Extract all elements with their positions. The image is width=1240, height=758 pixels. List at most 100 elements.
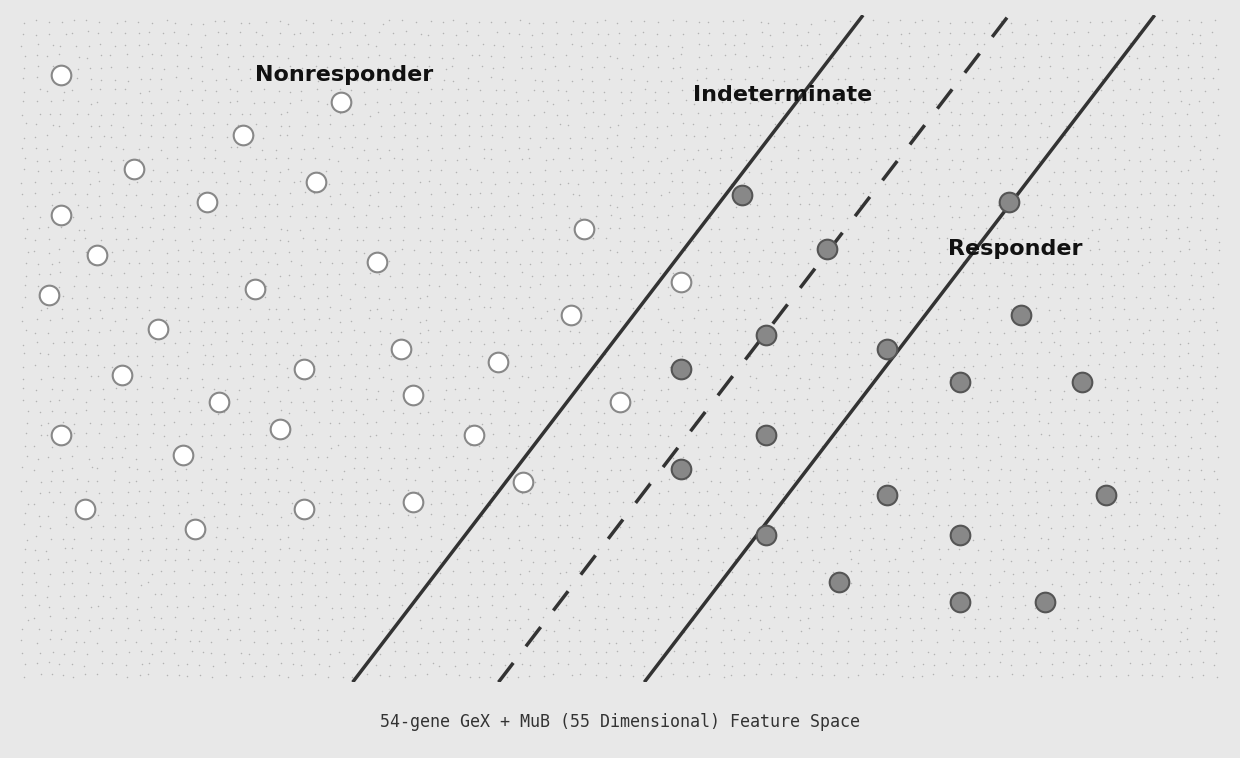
Point: [157, 257, 177, 269]
Point: [1126, 612, 1146, 625]
Point: [1002, 163, 1022, 175]
Point: [968, 62, 988, 74]
Point: [1004, 419, 1024, 431]
Point: [305, 394, 325, 406]
Point: [151, 588, 171, 600]
Point: [873, 37, 893, 49]
Point: [156, 440, 176, 452]
Point: [790, 129, 810, 141]
Point: [77, 361, 97, 373]
Point: [445, 130, 465, 142]
Point: [143, 474, 162, 486]
Point: [294, 280, 314, 292]
Point: [878, 232, 898, 244]
Point: [103, 108, 123, 120]
Point: [785, 246, 805, 258]
Point: [686, 645, 706, 657]
Point: [1002, 96, 1022, 108]
Point: [1168, 327, 1188, 339]
Point: [347, 234, 367, 246]
Point: [461, 201, 481, 213]
Point: [430, 566, 450, 578]
Point: [861, 255, 880, 267]
Point: [572, 142, 591, 154]
Point: [1106, 325, 1126, 337]
Point: [265, 565, 285, 578]
Point: [392, 343, 412, 355]
Point: [825, 510, 844, 522]
Point: [497, 256, 517, 268]
Point: [786, 382, 806, 394]
Point: [78, 324, 98, 337]
Point: [76, 440, 95, 452]
Point: [625, 29, 645, 41]
Point: [1145, 176, 1164, 188]
Point: [893, 164, 913, 177]
Point: [40, 246, 60, 258]
Point: [991, 612, 1011, 625]
Point: [51, 590, 71, 603]
Point: [252, 29, 272, 41]
Point: [469, 16, 489, 28]
Point: [153, 396, 172, 408]
Point: [873, 258, 893, 271]
Point: [661, 553, 681, 565]
Point: [560, 325, 580, 337]
Point: [510, 280, 529, 293]
Point: [651, 566, 671, 578]
Point: [1101, 578, 1121, 590]
Point: [877, 543, 897, 556]
Point: [1141, 96, 1161, 108]
Point: [764, 141, 784, 153]
Point: [1116, 372, 1136, 384]
Point: [968, 245, 988, 257]
Point: [129, 485, 149, 497]
Point: [1183, 303, 1203, 315]
Point: [658, 40, 678, 52]
Point: [241, 72, 260, 84]
Point: [207, 543, 227, 555]
Point: [41, 96, 61, 108]
Point: [1079, 95, 1099, 107]
Point: [532, 246, 552, 258]
Point: [281, 462, 301, 474]
Point: [522, 349, 542, 362]
Point: [1164, 430, 1184, 442]
Point: [1054, 384, 1074, 396]
Point: [978, 405, 998, 417]
Point: [1106, 201, 1126, 213]
Point: [1037, 453, 1056, 465]
Point: [270, 15, 290, 27]
Point: [547, 245, 567, 257]
Point: [366, 428, 386, 440]
Point: [30, 599, 50, 611]
Point: [279, 72, 299, 84]
Point: [632, 26, 652, 38]
Point: [976, 488, 996, 500]
Point: [992, 590, 1012, 602]
Point: [802, 347, 822, 359]
Point: [1016, 95, 1035, 107]
Point: [560, 361, 580, 373]
Point: [283, 658, 303, 670]
Point: [899, 40, 919, 52]
Point: [93, 362, 113, 374]
Point: [460, 336, 480, 348]
Point: [901, 406, 921, 418]
Point: [114, 431, 134, 443]
Point: [975, 372, 994, 384]
Point: [1069, 40, 1089, 52]
Point: [1189, 95, 1209, 107]
Point: [213, 167, 233, 179]
Point: [533, 590, 553, 603]
Point: [1169, 338, 1189, 350]
Point: [469, 440, 489, 452]
Point: [423, 475, 443, 487]
Point: [55, 360, 74, 372]
Point: [536, 121, 556, 133]
Point: [588, 531, 608, 543]
Point: [170, 405, 190, 417]
Point: [77, 396, 97, 409]
Point: [1169, 670, 1189, 682]
Point: [942, 634, 962, 646]
